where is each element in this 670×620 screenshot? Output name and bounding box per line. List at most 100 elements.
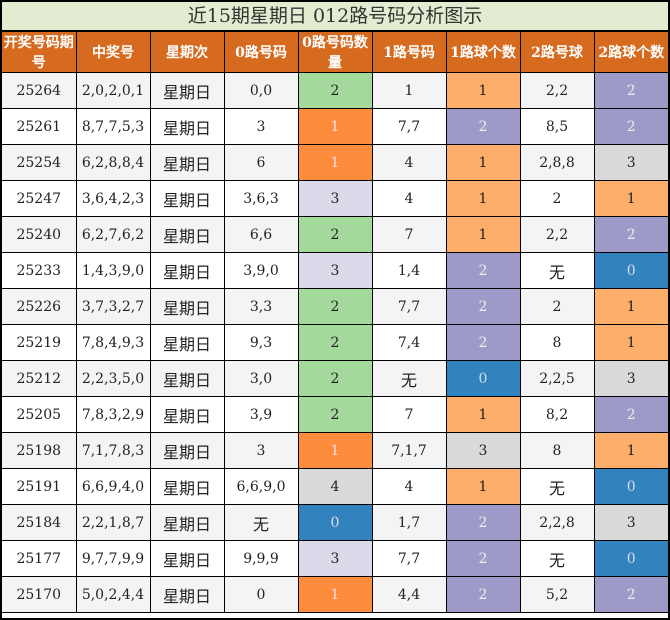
cell-route1-numbers: 4,4: [371, 576, 447, 613]
cell-route2-count: 2: [593, 216, 668, 253]
cell-route2-count: 3: [593, 144, 668, 181]
cell-route0-numbers: 3,9: [223, 396, 299, 433]
table-row: 25240 6,2,7,6,2 星期日 6,6 2 7 1 2,2 2: [2, 216, 668, 253]
cell-route2-count: 1: [593, 324, 668, 361]
cell-route0-count: 3: [297, 540, 373, 577]
cell-period: 25184: [2, 504, 77, 541]
cell-route2-count: 3: [593, 360, 668, 397]
cell-route1-numbers: 7: [371, 396, 447, 433]
cell-route0-numbers: 3,9,0: [223, 252, 299, 289]
analysis-table: 开奖号码期号 中奖号 星期次 0路号码 0路号码数量 1路号码 1路球个数 2路号球 2路球个数…: [2, 32, 668, 613]
cell-route2-numbers: 8: [519, 432, 595, 469]
cell-route0-count: 3: [297, 252, 373, 289]
cell-weekday: 星期日: [149, 504, 225, 541]
cell-route2-count: 2: [593, 576, 668, 613]
table-row: 25205 7,8,3,2,9 星期日 3,9 2 7 1 8,2 2: [2, 396, 668, 433]
cell-route2-count: 1: [593, 180, 668, 217]
cell-route2-numbers: 2: [519, 180, 595, 217]
cell-route1-numbers: 4: [371, 144, 447, 181]
cell-route0-numbers: 9,3: [223, 324, 299, 361]
cell-period: 25177: [2, 540, 77, 577]
cell-period: 25212: [2, 360, 77, 397]
cell-route1-numbers: 7,4: [371, 324, 447, 361]
cell-route1-numbers: 7,7: [371, 540, 447, 577]
cell-route1-count: 2: [445, 504, 521, 541]
cell-route2-count: 2: [593, 72, 668, 109]
cell-route2-numbers: 2,2: [519, 216, 595, 253]
cell-route0-numbers: 3: [223, 432, 299, 469]
cell-route1-count: 2: [445, 252, 521, 289]
cell-route0-numbers: 3: [223, 108, 299, 145]
cell-route1-count: 1: [445, 396, 521, 433]
header-route0-numbers: 0路号码: [223, 32, 299, 73]
cell-weekday: 星期日: [149, 540, 225, 577]
cell-route1-count: 2: [445, 576, 521, 613]
header-weekday: 星期次: [149, 32, 225, 73]
cell-route0-numbers: 6: [223, 144, 299, 181]
table-row: 25261 8,7,7,5,3 星期日 3 1 7,7 2 8,5 2: [2, 108, 668, 145]
cell-route2-count: 0: [593, 252, 668, 289]
cell-route0-count: 1: [297, 108, 373, 145]
table-row: 25264 2,0,2,0,1 星期日 0,0 2 1 1 2,2 2: [2, 72, 668, 109]
cell-winning-number: 6,6,9,4,0: [75, 468, 151, 505]
cell-route0-count: 2: [297, 324, 373, 361]
cell-period: 25191: [2, 468, 77, 505]
cell-route1-count: 2: [445, 540, 521, 577]
cell-weekday: 星期日: [149, 72, 225, 109]
cell-route1-count: 1: [445, 216, 521, 253]
cell-route2-numbers: 2: [519, 288, 595, 325]
cell-route0-count: 1: [297, 576, 373, 613]
cell-route2-numbers: 无: [519, 468, 595, 505]
cell-route0-count: 1: [297, 144, 373, 181]
cell-route1-count: 0: [445, 360, 521, 397]
cell-route0-numbers: 3,0: [223, 360, 299, 397]
table-row: 25254 6,2,8,8,4 星期日 6 1 4 1 2,8,8 3: [2, 144, 668, 181]
header-winning-number: 中奖号: [75, 32, 151, 73]
cell-winning-number: 7,8,4,9,3: [75, 324, 151, 361]
cell-route2-count: 2: [593, 396, 668, 433]
cell-winning-number: 6,2,8,8,4: [75, 144, 151, 181]
cell-period: 25254: [2, 144, 77, 181]
cell-winning-number: 9,7,7,9,9: [75, 540, 151, 577]
cell-route2-count: 0: [593, 540, 668, 577]
table-row: 25233 1,4,3,9,0 星期日 3,9,0 3 1,4 2 无 0: [2, 252, 668, 289]
table-row: 25184 2,2,1,8,7 星期日无 0 1,7 2 2,2,8 3: [2, 504, 668, 541]
cell-route2-count: 1: [593, 288, 668, 325]
cell-weekday: 星期日: [149, 216, 225, 253]
cell-route2-numbers: 8,2: [519, 396, 595, 433]
header-route2-count: 2路球个数: [593, 32, 668, 73]
cell-period: 25226: [2, 288, 77, 325]
cell-route0-count: 2: [297, 72, 373, 109]
cell-winning-number: 1,4,3,9,0: [75, 252, 151, 289]
cell-period: 25205: [2, 396, 77, 433]
cell-route0-numbers: 3,6,3: [223, 180, 299, 217]
cell-route1-count: 1: [445, 72, 521, 109]
cell-winning-number: 2,2,1,8,7: [75, 504, 151, 541]
cell-route0-count: 2: [297, 288, 373, 325]
cell-route2-numbers: 无: [519, 540, 595, 577]
cell-period: 25219: [2, 324, 77, 361]
cell-period: 25233: [2, 252, 77, 289]
cell-period: 25240: [2, 216, 77, 253]
cell-route0-count: 4: [297, 468, 373, 505]
cell-weekday: 星期日: [149, 324, 225, 361]
cell-route0-count: 2: [297, 360, 373, 397]
cell-route2-numbers: 2,2,5: [519, 360, 595, 397]
cell-route1-count: 1: [445, 468, 521, 505]
cell-route2-numbers: 2,8,8: [519, 144, 595, 181]
cell-winning-number: 2,0,2,0,1: [75, 72, 151, 109]
cell-route0-numbers: 0,0: [223, 72, 299, 109]
cell-winning-number: 2,2,3,5,0: [75, 360, 151, 397]
cell-route2-numbers: 无: [519, 252, 595, 289]
cell-route2-count: 1: [593, 432, 668, 469]
cell-route1-numbers: 7,1,7: [371, 432, 447, 469]
cell-route0-count: 3: [297, 180, 373, 217]
cell-route0-numbers: 无: [223, 504, 299, 541]
cell-winning-number: 6,2,7,6,2: [75, 216, 151, 253]
cell-winning-number: 7,8,3,2,9: [75, 396, 151, 433]
table-row: 25247 3,6,4,2,3 星期日 3,6,3 3 4 1 2 1: [2, 180, 668, 217]
cell-route1-numbers: 4: [371, 468, 447, 505]
cell-route1-count: 1: [445, 144, 521, 181]
cell-route0-numbers: 6,6,9,0: [223, 468, 299, 505]
